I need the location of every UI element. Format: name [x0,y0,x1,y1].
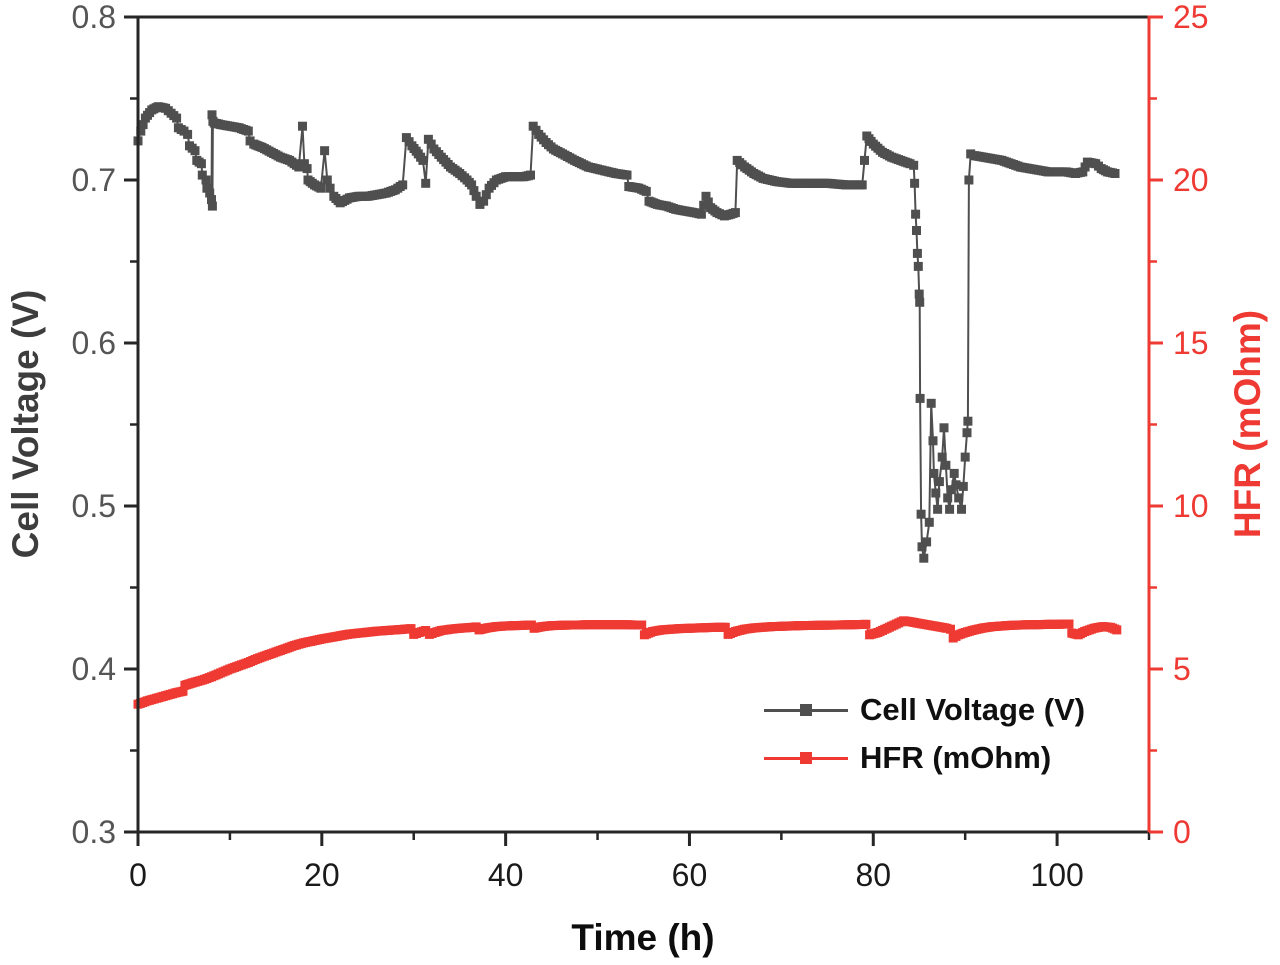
tick-label: 0 [1173,814,1191,850]
series-markers-right [133,616,1122,709]
tick-label: 40 [488,857,524,893]
tick-label: 20 [304,857,340,893]
legend-swatch-hfr [764,751,848,765]
tick-label: 25 [1173,0,1209,35]
tick-label: 20 [1173,162,1209,198]
tick-label: 0.5 [72,488,116,524]
tick-label: 100 [1030,857,1083,893]
tick-labels: 0 20 40 60 80 100 0.8 0.7 0.6 0.5 0.4 0.3 25 20 15 10 5 0 [72,0,1209,893]
tick-label: 0.6 [72,325,116,361]
legend-label-cell-voltage: Cell Voltage (V) [860,692,1086,727]
tick-label: 0 [129,857,147,893]
tick-label: 10 [1173,488,1209,524]
tick-label: 15 [1173,325,1209,361]
tick-label: 60 [672,857,708,893]
y-right-axis-title: HFR (mOhm) [1227,310,1268,538]
legend-label-hfr: HFR (mOhm) [860,740,1052,775]
tick-label: 5 [1173,651,1191,687]
legend-item-hfr: HFR (mOhm) [764,736,1085,780]
x-axis-title: Time (h) [571,917,714,958]
y-left-axis-title: Cell Voltage (V) [5,290,46,559]
legend: Cell Voltage (V) HFR (mOhm) [764,688,1085,780]
legend-swatch-cell-voltage [764,703,848,717]
series-layer [133,102,1122,709]
tick-label: 0.4 [72,651,116,687]
tick-label: 80 [855,857,891,893]
tick-label: 0.8 [72,0,116,35]
legend-item-cell-voltage: Cell Voltage (V) [764,688,1085,732]
plot-frame [124,15,1163,846]
series-markers-left [133,102,1120,563]
tick-label: 0.7 [72,162,116,198]
tick-label: 0.3 [72,814,116,850]
